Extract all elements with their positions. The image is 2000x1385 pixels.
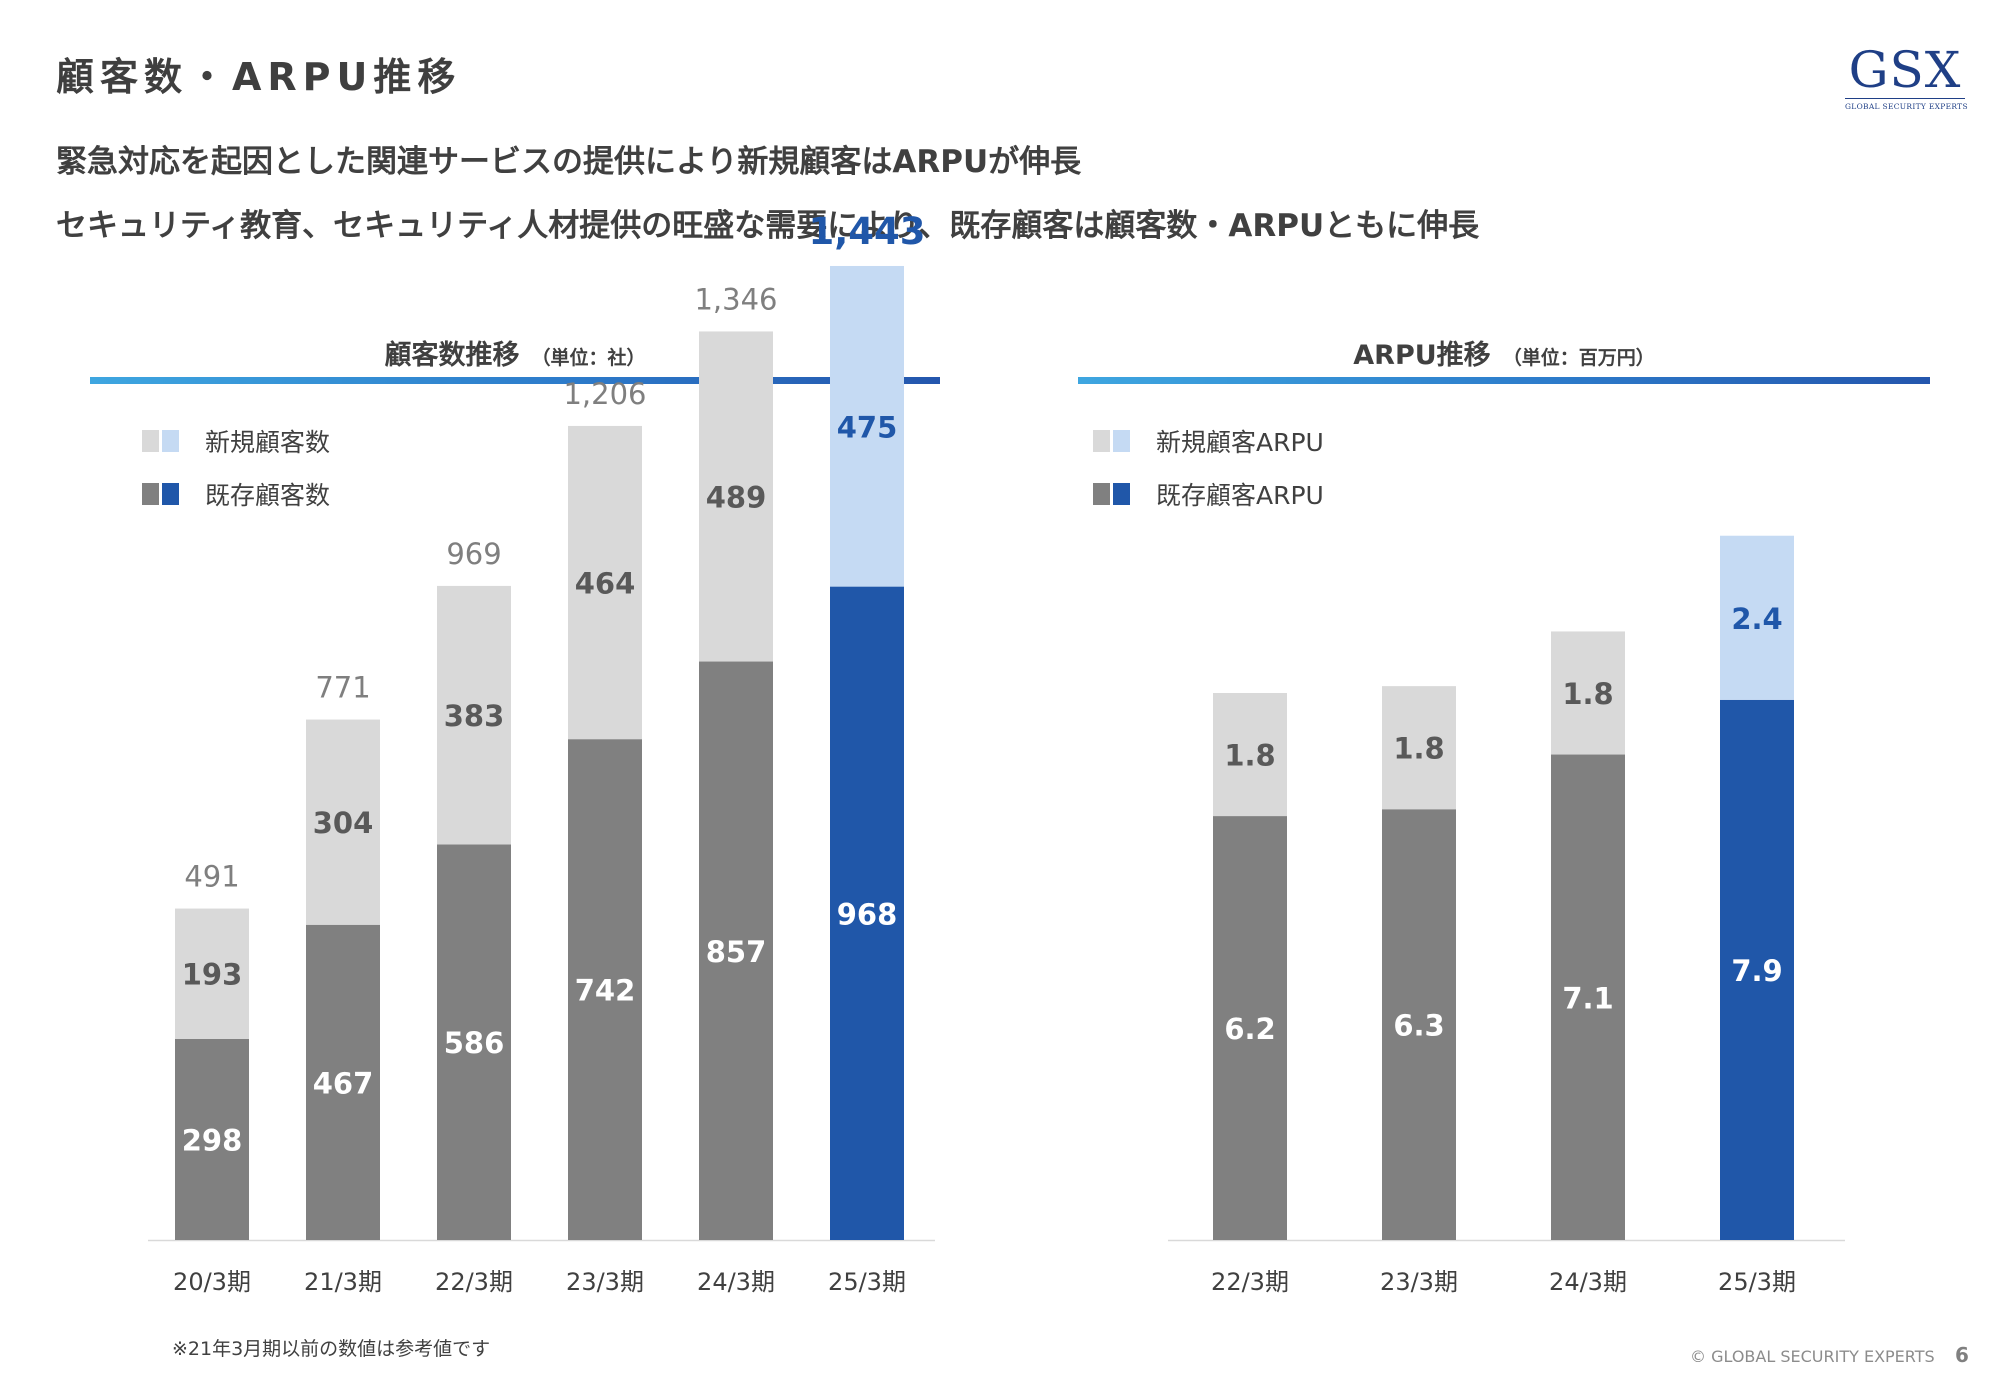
customer-count-total-label: 491	[184, 860, 239, 894]
arpu-category-label: 25/3期	[1718, 1268, 1796, 1296]
arpu-category-label: 24/3期	[1549, 1268, 1627, 1296]
legend-swatch-new-blue	[162, 430, 179, 452]
arpu-value-existing: 7.9	[1731, 954, 1782, 988]
legend-label-new-arpu: 新規顧客ARPU	[1156, 428, 1324, 457]
customer-count-value-existing: 467	[313, 1066, 374, 1100]
customer-count-bar-new	[175, 908, 249, 1039]
legend-item-new-arpu: 新規顧客ARPU	[1093, 421, 1324, 461]
arpu-bar-new	[1720, 535, 1794, 700]
legend-swatch-new-arpu-blue	[1113, 430, 1130, 452]
customer-count-value-new: 304	[313, 806, 374, 840]
legend-swatch-existing-blue	[162, 483, 179, 505]
arpu-category-label: 23/3期	[1380, 1268, 1458, 1296]
customer-count-value-new: 475	[837, 410, 898, 444]
gsx-logo: GSX GLOBAL SECURITY EXPERTS	[1845, 41, 1968, 111]
customer-count-bar-existing	[306, 924, 380, 1240]
page-number: 6	[1955, 1343, 1969, 1367]
headline-new-customers: 緊急対応を起因とした関連サービスの提供により新規顧客はARPUが伸長	[56, 144, 1082, 180]
customer-count-bar-existing	[699, 661, 773, 1240]
customer-count-value-existing: 586	[444, 1026, 505, 1060]
customer-count-total-label: 1,443	[808, 210, 925, 253]
footnote: ※21年3月期以前の数値は参考値です	[172, 1338, 491, 1360]
arpu-category-label: 22/3期	[1211, 1268, 1289, 1296]
customer-count-total-label: 1,206	[563, 377, 646, 411]
arpu-bar-existing	[1720, 699, 1794, 1240]
customer-count-value-new: 464	[575, 567, 636, 601]
legend-swatch-existing-arpu-gray	[1093, 483, 1110, 505]
customer-count-bar-existing	[830, 586, 904, 1240]
arpu-value-existing: 6.3	[1393, 1009, 1444, 1043]
arpu-bar-new	[1213, 692, 1287, 817]
legend-label-existing-arpu: 既存顧客ARPU	[1156, 481, 1324, 510]
customer-count-total-label: 771	[315, 671, 370, 705]
headline-existing-customers: セキュリティ教育、セキュリティ人材提供の旺盛な需要により、既存顧客は顧客数・AR…	[56, 208, 1480, 244]
customer-count-unit: （単位：社）	[531, 347, 646, 369]
arpu-chart-title: ARPU推移	[1353, 340, 1491, 371]
arpu-bar-existing	[1382, 809, 1456, 1240]
customer-count-bar-existing	[568, 739, 642, 1240]
legend-label-new-customers: 新規顧客数	[205, 428, 331, 457]
arpu-value-existing: 7.1	[1562, 981, 1613, 1015]
customer-count-total-label: 969	[446, 537, 501, 571]
legend-item-existing-arpu: 既存顧客ARPU	[1093, 474, 1324, 514]
arpu-value-existing: 6.2	[1224, 1012, 1275, 1046]
customer-count-bar-new	[306, 719, 380, 925]
customer-count-category-label: 21/3期	[304, 1268, 382, 1296]
customer-count-value-existing: 298	[182, 1123, 243, 1157]
customer-count-value-existing: 742	[575, 974, 636, 1008]
customer-count-chart-title: 顧客数推移	[384, 340, 520, 371]
copyright: © GLOBAL SECURITY EXPERTS	[1690, 1347, 1935, 1366]
arpu-bar-existing	[1551, 754, 1625, 1240]
customer-count-total-label: 1,346	[694, 282, 777, 316]
customer-count-category-label: 23/3期	[566, 1268, 644, 1296]
customer-count-value-new: 489	[706, 480, 767, 514]
legend-swatch-new-gray	[142, 430, 159, 452]
legend-item-existing-customers: 既存顧客数	[142, 474, 330, 514]
customer-count-bar-new	[699, 331, 773, 662]
legend-item-new-customers: 新規顧客数	[142, 421, 330, 461]
arpu-bar-existing	[1213, 816, 1287, 1240]
customer-count-value-existing: 857	[706, 935, 767, 969]
legend-swatch-new-arpu-gray	[1093, 430, 1110, 452]
arpu-panel-title: ARPU推移 （単位：百万円）	[1078, 333, 1930, 372]
customer-count-bar-new	[568, 425, 642, 740]
arpu-title-rule	[1078, 377, 1930, 384]
customer-count-panel-title: 顧客数推移 （単位：社）	[90, 333, 940, 372]
customer-count-bar-existing	[437, 844, 511, 1240]
legend-label-existing-customers: 既存顧客数	[205, 481, 331, 510]
customer-count-value-existing: 968	[837, 897, 898, 931]
arpu-value-new: 1.8	[1562, 677, 1613, 711]
page-title: 顧客数・ARPU推移	[56, 55, 462, 99]
legend-swatch-existing-gray	[142, 483, 159, 505]
customer-count-value-new: 193	[182, 958, 243, 992]
customer-count-value-new: 383	[444, 699, 505, 733]
customer-count-bar-new	[437, 585, 511, 845]
logo-mark: GSX	[1848, 41, 1962, 99]
arpu-bar-new	[1551, 631, 1625, 755]
customer-count-category-label: 20/3期	[173, 1268, 251, 1296]
arpu-value-new: 1.8	[1393, 732, 1444, 766]
customer-count-bar-new	[830, 265, 904, 587]
arpu-bar-new	[1382, 686, 1456, 810]
arpu-unit: （単位：百万円）	[1502, 347, 1655, 369]
arpu-value-new: 1.8	[1224, 739, 1275, 773]
customer-count-category-label: 25/3期	[828, 1268, 906, 1296]
customer-count-category-label: 22/3期	[435, 1268, 513, 1296]
customer-count-bar-existing	[175, 1038, 249, 1240]
customer-count-category-label: 24/3期	[697, 1268, 775, 1296]
legend-swatch-existing-arpu-blue	[1113, 483, 1130, 505]
arpu-value-new: 2.4	[1731, 602, 1782, 636]
logo-subtitle: GLOBAL SECURITY EXPERTS	[1845, 98, 1968, 111]
customer-count-title-rule	[90, 377, 940, 384]
